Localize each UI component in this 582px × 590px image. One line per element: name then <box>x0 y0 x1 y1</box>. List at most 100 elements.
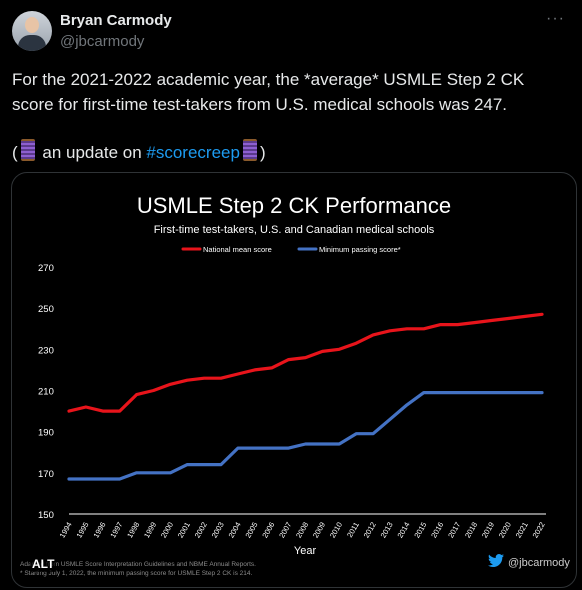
series-line <box>67 312 544 413</box>
x-tick-label: 2018 <box>463 521 479 540</box>
data-point <box>355 433 357 435</box>
data-point <box>288 359 290 361</box>
x-tick-label: 2012 <box>362 521 378 540</box>
twitter-bird-icon <box>488 554 504 567</box>
more-options-icon[interactable]: ··· <box>546 10 565 27</box>
data-point <box>406 404 408 406</box>
x-tick-label: 1995 <box>74 521 90 540</box>
x-tick-label: 2019 <box>480 521 496 540</box>
thread-spool-icon <box>20 139 35 161</box>
chart-legend: National mean score Minimum passing score… <box>181 245 401 254</box>
data-point <box>203 464 205 466</box>
data-point <box>169 383 171 385</box>
data-point <box>524 391 526 394</box>
data-point <box>524 315 526 317</box>
data-point <box>440 391 442 394</box>
y-tick-label: 230 <box>38 345 54 356</box>
y-tick-label: 170 <box>38 469 54 480</box>
data-point <box>85 406 87 408</box>
chart-image-card[interactable]: USMLE Step 2 CK Performance First-time t… <box>11 172 577 588</box>
x-tick-label: 1994 <box>58 521 74 540</box>
author-name[interactable]: Bryan Carmody <box>60 12 172 29</box>
data-point <box>541 313 543 315</box>
chart-title: USMLE Step 2 CK Performance <box>137 193 451 218</box>
data-point <box>456 324 459 326</box>
paren-open: ( <box>12 143 18 162</box>
data-point <box>102 478 104 480</box>
data-point <box>440 324 442 326</box>
data-point <box>254 369 256 371</box>
data-point <box>423 328 425 330</box>
x-tick-label: 2022 <box>531 521 547 540</box>
data-point <box>321 350 323 352</box>
data-point <box>304 356 307 359</box>
data-point <box>85 478 87 480</box>
x-tick-label: 2001 <box>176 521 192 540</box>
x-tick-label: 2010 <box>328 521 344 540</box>
data-point <box>152 472 155 474</box>
avatar-head <box>25 17 39 33</box>
data-point <box>220 464 222 466</box>
data-point <box>338 443 340 445</box>
data-point <box>389 418 391 420</box>
x-tick-label: 2017 <box>446 521 462 540</box>
x-tick-label: 2009 <box>311 521 327 540</box>
tweet-line2: ( an update on #scorecreep) <box>12 139 266 165</box>
x-tick-label: 2006 <box>260 521 276 540</box>
source-note-2: * Starting July 1, 2022, the minimum pas… <box>20 570 252 577</box>
data-point <box>389 330 391 332</box>
data-point <box>473 321 476 324</box>
data-point <box>152 389 155 392</box>
data-point <box>507 391 509 394</box>
data-point <box>304 443 307 445</box>
data-point <box>507 317 509 320</box>
data-point <box>406 328 408 330</box>
x-tick-label: 2004 <box>227 521 243 540</box>
update-text: an update on <box>37 143 147 162</box>
x-tick-label: 2013 <box>379 521 395 540</box>
x-tick-label: 1996 <box>91 521 107 540</box>
x-tick-label: 2008 <box>294 521 310 540</box>
avatar-body <box>18 35 46 51</box>
data-point <box>186 379 188 381</box>
data-point <box>186 464 188 466</box>
avatar[interactable] <box>12 11 52 51</box>
thread-spool-icon-2 <box>242 139 257 161</box>
data-point <box>135 394 138 396</box>
data-point <box>68 410 70 412</box>
data-point <box>321 443 323 445</box>
x-axis-label: Year <box>294 545 317 557</box>
series-line <box>67 391 544 481</box>
data-point <box>423 391 425 394</box>
alt-text-badge[interactable]: ALT <box>30 556 57 572</box>
data-point <box>102 410 104 412</box>
y-tick-label: 210 <box>38 387 54 398</box>
watermark-handle: @jbcarmody <box>508 557 570 569</box>
data-point <box>456 391 459 394</box>
chart-svg: USMLE Step 2 CK Performance First-time t… <box>20 193 570 577</box>
data-point <box>288 447 290 449</box>
hashtag-link[interactable]: #scorecreep <box>146 143 240 162</box>
data-point <box>490 391 492 394</box>
data-point <box>254 447 256 449</box>
legend-label: Minimum passing score* <box>319 245 401 254</box>
legend-label: National mean score <box>203 245 272 254</box>
data-point <box>338 348 340 350</box>
author-handle[interactable]: @jbcarmody <box>60 33 145 50</box>
data-point <box>490 319 492 322</box>
x-tick-label: 1997 <box>108 521 124 540</box>
y-tick-label: 190 <box>38 428 54 439</box>
x-tick-label: 2016 <box>429 521 445 540</box>
y-tick-label: 270 <box>38 263 54 274</box>
data-point <box>541 391 543 394</box>
data-point <box>271 367 273 369</box>
data-point <box>372 334 374 336</box>
tweet-text: For the 2021-2022 academic year, the *av… <box>12 70 525 114</box>
data-point <box>119 478 121 480</box>
x-tick-label: 2020 <box>497 521 513 540</box>
data-point <box>119 410 121 412</box>
x-tick-label: 2002 <box>193 521 209 540</box>
y-tick-label: 150 <box>38 510 54 521</box>
chart-subtitle: First-time test-takers, U.S. and Canadia… <box>154 224 435 236</box>
x-tick-label: 2011 <box>345 521 361 539</box>
